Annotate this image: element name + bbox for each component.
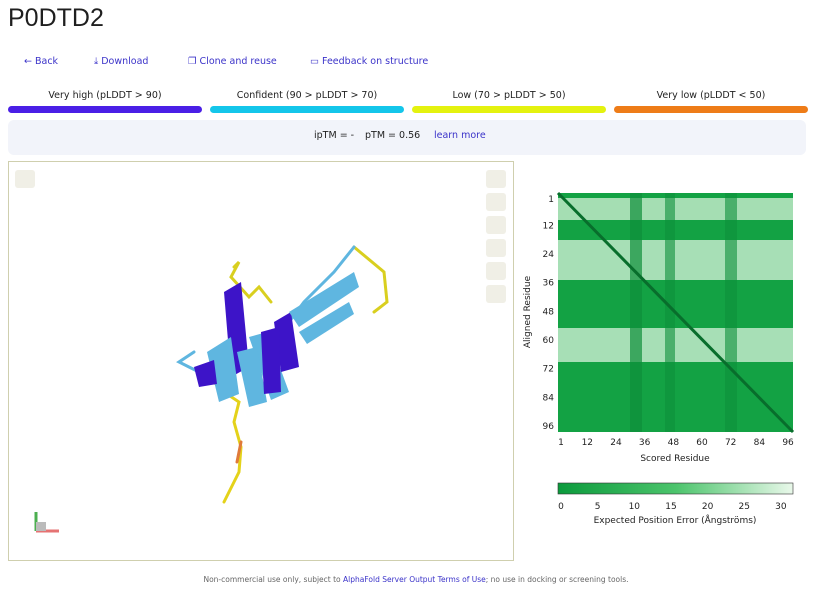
x-tick-label: 72: [725, 438, 736, 448]
tool[interactable]: [486, 193, 506, 211]
ptm: pTM = 0.56: [365, 130, 421, 141]
back-button[interactable]: ← Back: [24, 56, 59, 67]
viewer-tools: [486, 170, 506, 303]
y-axis-label: Aligned Residue: [523, 275, 533, 348]
learn-more-link[interactable]: learn more: [434, 130, 486, 141]
legend-label: Very high (pLDDT > 90): [48, 90, 162, 101]
x-tick-label: 60: [696, 438, 708, 448]
footer: Non-commercial use only, subject to Alph…: [0, 575, 832, 584]
terms-link[interactable]: AlphaFold Server Output Terms of Use: [343, 575, 486, 584]
pae-plot: Aligned Residue Scored Residue Expected …: [523, 191, 795, 526]
colorbar-tick-label: 25: [739, 502, 750, 512]
legend-label: Confident (90 > pLDDT > 70): [236, 90, 378, 101]
x-tick-label: 1: [558, 438, 564, 448]
colorbar-tick-label: 0: [558, 502, 564, 512]
heatmap: [556, 191, 795, 434]
tool[interactable]: [486, 285, 506, 303]
label: Download: [101, 56, 149, 67]
x-tick-label: 84: [754, 438, 766, 448]
legend-swatch: [614, 106, 808, 113]
tool[interactable]: [486, 216, 506, 234]
y-tick-label: 96: [543, 422, 555, 432]
y-tick-label: 48: [543, 307, 555, 317]
colorbar-tick-label: 20: [702, 502, 714, 512]
metrics-panel: ipTM = - pTM = 0.56 learn more: [8, 120, 806, 155]
colorbar-tick-label: 15: [665, 502, 676, 512]
feedback-button[interactable]: ▭ Feedback on structure: [310, 56, 429, 67]
legend-label: Very low (pLDDT < 50): [656, 90, 766, 101]
download-button[interactable]: ⤓ Download: [94, 56, 149, 67]
x-tick-label: 12: [582, 438, 593, 448]
x-tick-label: 96: [782, 438, 794, 448]
y-tick-label: 36: [543, 279, 555, 289]
clone-button[interactable]: ❐ Clone and reuse: [188, 56, 277, 67]
page-title: P0DTD2: [8, 4, 104, 32]
y-tick-label: 24: [543, 250, 555, 260]
tool[interactable]: [486, 239, 506, 257]
footer-text: ; no use in docking or screening tools.: [485, 575, 629, 584]
footer-text: Non-commercial use only, subject to: [203, 575, 344, 584]
label: Clone and reuse: [199, 56, 277, 67]
iptm: ipTM = -: [314, 130, 355, 141]
colorbar-tick-label: 30: [775, 502, 787, 512]
colorbar-label: Expected Position Error (Ångströms): [594, 514, 757, 526]
structure: [15, 170, 506, 533]
y-tick-label: 60: [543, 336, 555, 346]
strands: [194, 272, 359, 407]
tool[interactable]: [486, 170, 506, 188]
axes-gizmo: [34, 512, 59, 533]
toolbar-button[interactable]: [15, 170, 35, 188]
colorbar-tick-label: 5: [595, 502, 601, 512]
y-tick-label: 84: [543, 393, 555, 403]
legend-label: Low (70 > pLDDT > 50): [452, 90, 566, 101]
x-axis-label: Scored Residue: [640, 454, 710, 464]
label: Back: [34, 56, 59, 67]
x-tick-label: 36: [639, 438, 651, 448]
structure-viewer[interactable]: [8, 161, 514, 561]
x-tick-label: 24: [610, 438, 622, 448]
legend-swatch: [210, 106, 404, 113]
colorbar: [557, 482, 794, 495]
tool[interactable]: [486, 262, 506, 280]
legend-swatch: [412, 106, 606, 113]
legend-swatch: [8, 106, 202, 113]
colorbar-tick-label: 10: [629, 502, 641, 512]
x-tick-label: 48: [668, 438, 680, 448]
y-tick-label: 72: [543, 365, 554, 375]
y-tick-label: 1: [548, 195, 554, 205]
label: Feedback on structure: [322, 56, 429, 67]
y-tick-label: 12: [543, 221, 554, 231]
